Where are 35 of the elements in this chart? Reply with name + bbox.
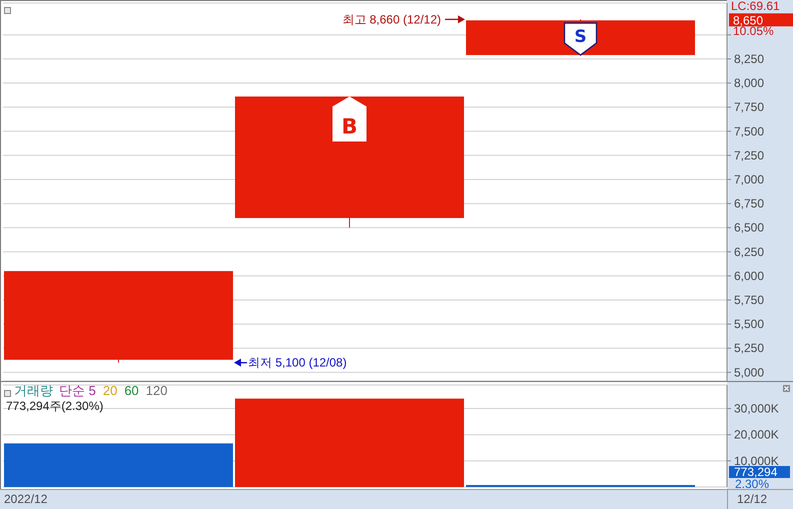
chart-title: 거래량 <box>14 383 53 398</box>
annotation: 최고 8,660 (12/12) <box>342 12 442 26</box>
text: LC:69.61 <box>731 0 780 13</box>
y-tick-label: 5,500 <box>734 317 764 332</box>
y-tick-label: 20,000K <box>734 428 779 442</box>
text: 8,650 <box>733 13 764 28</box>
y-tick-label: 30,000K <box>734 402 779 416</box>
y-tick-label: 5,750 <box>734 293 764 307</box>
text: 2.30% <box>735 477 770 491</box>
annotation: 60 <box>124 383 139 398</box>
y-tick-label: 7,750 <box>734 100 764 114</box>
y-tick-label: 6,000 <box>734 268 764 283</box>
bar <box>235 398 464 487</box>
y-tick-label: 6,750 <box>734 196 764 211</box>
y-tick-label: 6,500 <box>734 220 764 235</box>
y-tick-label: 10,000K <box>734 454 779 468</box>
y-tick-label: 8,250 <box>734 52 764 66</box>
y-tick-label: 8,000 <box>734 76 764 90</box>
y-tick-label: 6,250 <box>734 244 764 259</box>
annotation: 20 <box>102 383 118 398</box>
x-axis-title: 2022/12 <box>4 492 48 506</box>
y-tick-label: 7,250 <box>734 148 764 162</box>
y-tick-label: 7,500 <box>734 124 764 138</box>
y-tick-label: 5,000 <box>734 365 764 380</box>
bar <box>4 443 233 487</box>
annotation: B <box>341 114 358 139</box>
annotation: 최저 5,100 (12/08) <box>248 356 347 370</box>
y-tick-label: 7,000 <box>734 172 764 186</box>
text: 773,294 <box>729 465 790 479</box>
y-tick-label: 5,250 <box>734 341 764 356</box>
text: 12/12 <box>737 492 768 506</box>
annotation: S <box>574 27 587 48</box>
annotation: 120 <box>146 383 168 398</box>
annotation: 773,294주(2.30%) <box>6 398 104 415</box>
annotation: 단순 5 <box>59 383 96 398</box>
